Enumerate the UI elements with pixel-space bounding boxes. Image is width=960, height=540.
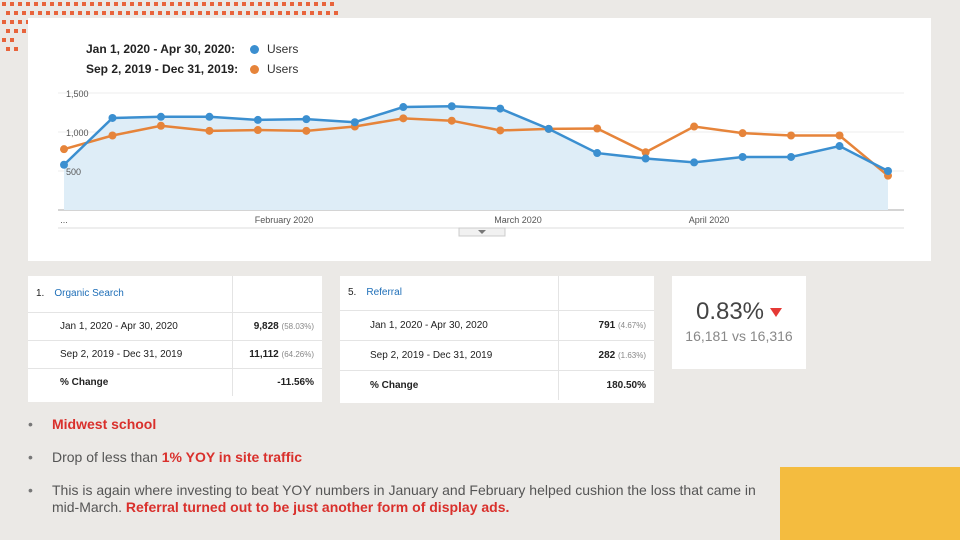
referral-head-row: 5. Referral [340, 276, 654, 311]
current-series-point[interactable] [544, 124, 553, 133]
referral-index: 5. [348, 287, 357, 299]
x-tick-label: ... [60, 215, 68, 225]
table-row: Sep 2, 2019 - Dec 31, 2019 11,112 (64.26… [28, 340, 322, 369]
previous-series-point[interactable] [641, 148, 650, 157]
current-series-point[interactable] [787, 152, 796, 161]
users-chart-card: Jan 1, 2020 - Apr 30, 2020: Users Sep 2,… [28, 18, 931, 261]
legend-previous-range: Sep 2, 2019 - Dec 31, 2019: [86, 62, 239, 76]
organic-search-table: 1. Organic Search Jan 1, 2020 - Apr 30, 2… [28, 276, 322, 402]
bullet-3-text: This is again where investing to beat YO… [52, 482, 756, 515]
table-row: Sep 2, 2019 - Dec 31, 2019 282 (1.63%) [340, 340, 654, 371]
referral-title-link[interactable]: Referral [366, 287, 402, 299]
kpi-value: 0.83% [672, 298, 806, 326]
organic-row1-label: Jan 1, 2020 - Apr 30, 2020 [28, 312, 232, 341]
kpi-compare: 16,181 vs 16,316 [685, 328, 793, 344]
y-tick-label: 1,000 [66, 128, 89, 138]
referral-change-value: 180.50% [557, 370, 654, 400]
bullet-mark: • [28, 482, 33, 498]
previous-series-point[interactable] [447, 116, 456, 125]
legend-current: Jan 1, 2020 - Apr 30, 2020: Users [86, 42, 298, 56]
previous-series-point[interactable] [399, 114, 408, 123]
referral-head-empty [557, 276, 654, 311]
previous-series-point[interactable] [835, 131, 844, 140]
legend-previous: Sep 2, 2019 - Dec 31, 2019: Users [86, 62, 298, 76]
current-series-point[interactable] [690, 158, 699, 167]
previous-series-point[interactable] [156, 121, 165, 130]
kpi-percent: 0.83% [695, 298, 765, 325]
current-series-point[interactable] [108, 113, 117, 122]
bullet-mark: • [28, 449, 33, 465]
legend-previous-series: Users [267, 62, 299, 76]
list-item: • Midwest school [28, 416, 768, 433]
table-row: Jan 1, 2020 - Apr 30, 2020 791 (4.67%) [340, 310, 654, 341]
bullet-1-text: Midwest school [52, 416, 157, 432]
organic-head-empty [231, 276, 322, 313]
organic-index: 1. [36, 288, 45, 300]
referral-change-label: % Change [370, 379, 419, 391]
current-series-point[interactable] [496, 104, 505, 113]
current-series-point[interactable] [253, 115, 262, 124]
current-series-point[interactable] [156, 112, 165, 121]
organic-change-label: % Change [60, 376, 109, 388]
organic-row1-value: 9,828 (58.03%) [231, 312, 322, 341]
legend-current-dot [250, 44, 259, 54]
previous-series-point[interactable] [253, 126, 262, 135]
current-series-point[interactable] [884, 167, 892, 175]
bullet-mark: • [28, 416, 33, 432]
previous-series-point[interactable] [108, 131, 117, 140]
current-series-point[interactable] [399, 103, 408, 112]
legend-current-series: Users [267, 42, 299, 56]
previous-series-point[interactable] [60, 145, 68, 154]
organic-row2-value: 11,112 (64.26%) [231, 340, 322, 369]
current-series-point[interactable] [593, 149, 602, 158]
decorative-yellow-block [780, 467, 960, 540]
current-series-point[interactable] [738, 152, 747, 161]
current-series-point[interactable] [447, 102, 456, 111]
current-series-point[interactable] [205, 112, 214, 121]
chevron-down-icon [478, 230, 486, 234]
referral-row1-value: 791 (4.67%) [557, 310, 654, 341]
users-line-chart: ... February 2020 March 2020 April 2020 1,5… [58, 89, 904, 237]
previous-series-point[interactable] [496, 126, 505, 135]
list-item: • This is again where investing to beat … [28, 482, 768, 516]
x-tick-label: April 2020 [689, 215, 730, 225]
current-series-point[interactable] [302, 115, 311, 124]
referral-table: 5. Referral Jan 1, 2020 - Apr 30, 2020 79… [340, 276, 654, 403]
referral-change-row: % Change 180.50% [340, 370, 654, 400]
table-row: Jan 1, 2020 - Apr 30, 2020 9,828 (58.03%… [28, 312, 322, 341]
referral-row2-label: Sep 2, 2019 - Dec 31, 2019 [340, 340, 558, 371]
decorative-dot-pattern [2, 2, 338, 51]
list-item: • Drop of less than 1% YOY in site traff… [28, 449, 768, 466]
referral-row2-value: 282 (1.63%) [557, 340, 654, 371]
current-series-point[interactable] [60, 160, 68, 169]
previous-series-point[interactable] [787, 131, 796, 140]
current-series-point[interactable] [350, 118, 359, 127]
current-series-point[interactable] [835, 142, 844, 151]
bullet-list: • Midwest school • Drop of less than 1% … [28, 416, 768, 532]
organic-title-link[interactable]: Organic Search [54, 288, 124, 300]
x-tick-label: March 2020 [494, 215, 542, 225]
y-tick-label: 500 [66, 167, 81, 177]
arrow-down-icon [770, 307, 783, 317]
referral-row1-label: Jan 1, 2020 - Apr 30, 2020 [340, 310, 558, 341]
organic-row2-label: Sep 2, 2019 - Dec 31, 2019 [28, 340, 232, 369]
previous-series-point[interactable] [302, 126, 311, 135]
organic-change-value: -11.56% [231, 368, 322, 396]
current-series-point[interactable] [641, 154, 650, 163]
previous-series-point[interactable] [738, 129, 747, 138]
current-series-area [64, 106, 888, 210]
previous-series-line [63, 117, 889, 177]
legend-current-range: Jan 1, 2020 - Apr 30, 2020: [86, 42, 235, 56]
bullet-2-text: Drop of less than 1% YOY in site traffic [52, 449, 303, 465]
previous-series-point[interactable] [205, 126, 214, 135]
previous-series-point[interactable] [593, 124, 602, 133]
y-tick-label: 1,500 [66, 89, 89, 99]
organic-change-row: % Change -11.56% [28, 368, 322, 396]
yoy-kpi-card: 0.83% 16,181 vs 16,316 [672, 276, 806, 369]
organic-head-row: 1. Organic Search [28, 276, 322, 313]
legend-previous-dot [250, 64, 259, 74]
current-series-line [63, 105, 889, 173]
x-tick-label: February 2020 [255, 215, 314, 225]
previous-series-point[interactable] [690, 122, 699, 131]
